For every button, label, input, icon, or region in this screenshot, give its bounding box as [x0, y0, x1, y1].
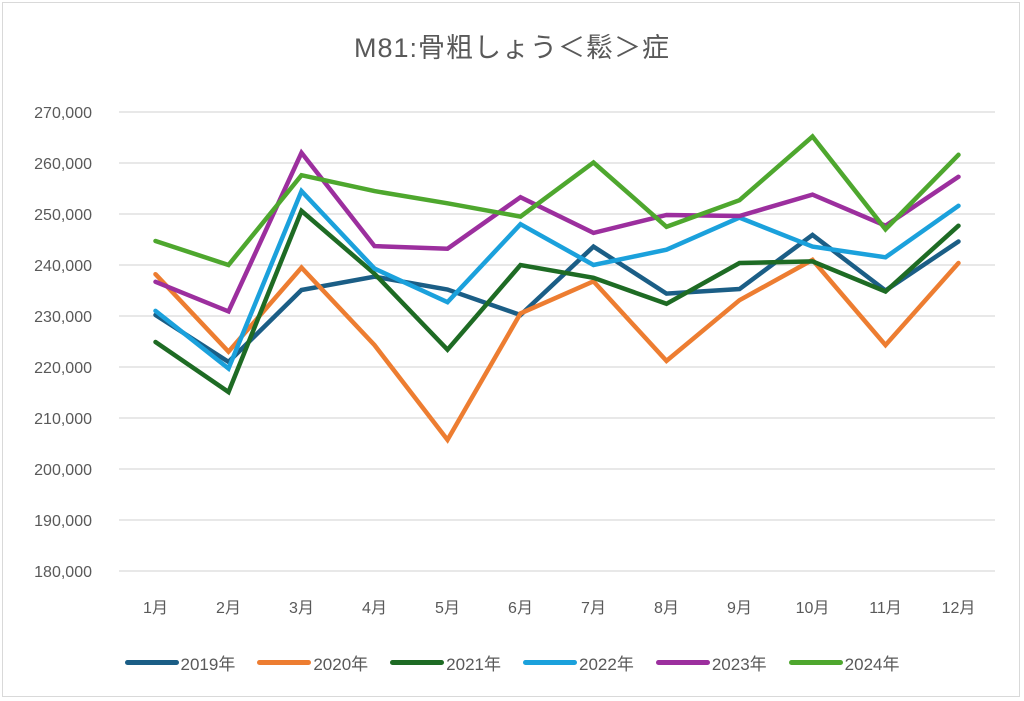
legend-label: 2024年	[844, 655, 900, 674]
x-tick-label: 2月	[216, 600, 241, 617]
y-tick-label: 250,000	[34, 207, 92, 224]
legend-item: 2021年	[390, 650, 501, 675]
x-tick-label: 9月	[727, 600, 752, 617]
chart-title: M81:骨粗しょう＜鬆＞症	[353, 33, 671, 63]
legend-swatch	[257, 660, 312, 665]
series-line-2024	[153, 133, 961, 268]
y-tick-label: 260,000	[34, 156, 92, 173]
legend-item: 2022年	[523, 650, 634, 675]
legend-item: 2023年	[655, 650, 767, 675]
legend-label: 2019年	[180, 655, 236, 674]
series-line-2019	[153, 232, 961, 365]
x-tick-label: 10月	[796, 600, 830, 617]
legend-swatch	[390, 660, 445, 665]
series-lines	[153, 133, 961, 444]
y-tick-label: 240,000	[34, 258, 92, 275]
legend-swatch	[523, 660, 577, 665]
legend-swatch	[124, 660, 179, 665]
legend-item: 2019年	[124, 650, 236, 675]
x-axis-ticks: 1月 2月 3月 4月 5月 6月 7月 8月 9月 10月 11月 12月	[143, 600, 975, 617]
series-line-2022	[153, 187, 961, 373]
legend-swatch	[655, 660, 710, 665]
x-tick-label: 6月	[508, 600, 533, 617]
legend-label: 2021年	[446, 655, 501, 674]
legend-item: 2020年	[257, 650, 368, 675]
legend-label: 2020年	[313, 655, 369, 674]
x-tick-label: 8月	[654, 600, 679, 617]
legend-swatch	[788, 660, 843, 665]
x-tick-label: 5月	[435, 600, 460, 617]
x-tick-label: 12月	[942, 600, 976, 617]
y-tick-label: 190,000	[34, 513, 92, 530]
series-line-2023	[153, 148, 961, 315]
y-tick-label: 210,000	[34, 411, 92, 428]
legend: 2019年 2020年 2021年 2022年 2023年 2024年	[0, 650, 1024, 675]
gridlines	[119, 111, 995, 572]
x-tick-label: 7月	[581, 600, 606, 617]
y-axis-ticks: 180,000 190,000 200,000 210,000 220,000 230,0…	[34, 105, 92, 581]
x-tick-label: 11月	[869, 600, 902, 617]
legend-label: 2023年	[711, 655, 767, 674]
y-tick-label: 200,000	[34, 462, 92, 479]
x-tick-label: 4月	[362, 600, 387, 617]
legend-item: 2024年	[788, 650, 900, 675]
series-line-2021	[153, 207, 961, 396]
y-tick-label: 270,000	[34, 105, 92, 122]
y-tick-label: 230,000	[34, 309, 92, 326]
x-tick-label: 1月	[143, 600, 168, 617]
y-tick-label: 180,000	[34, 564, 92, 581]
y-tick-label: 220,000	[34, 360, 92, 377]
x-tick-label: 3月	[289, 600, 314, 617]
legend-label: 2022年	[579, 655, 634, 674]
series-line-2020	[153, 257, 961, 444]
